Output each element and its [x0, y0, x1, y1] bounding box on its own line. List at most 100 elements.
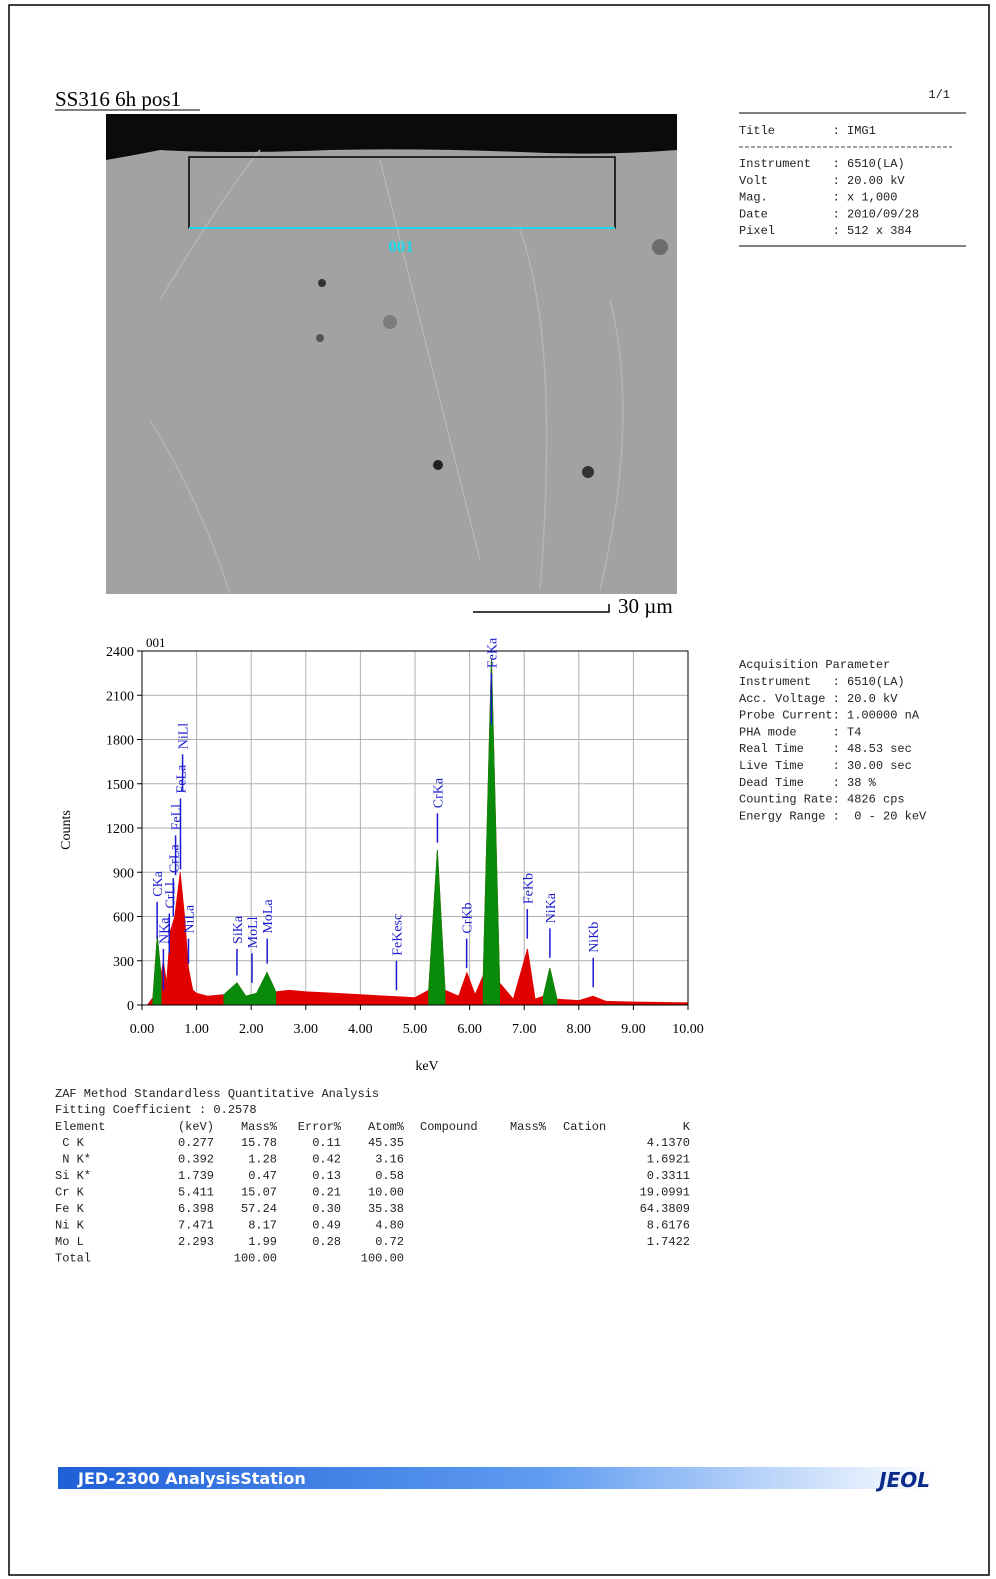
info-line: Mag. : x 1,000 [739, 191, 897, 205]
acquisition-line: Energy Range : 0 - 20 keV [739, 809, 927, 823]
plot-frame [141, 650, 689, 1006]
peak-label: FeKesc [390, 914, 405, 956]
peak-label: NiLl [177, 723, 192, 750]
peak-label: CrLl [163, 882, 178, 909]
column-header: Element [55, 1120, 105, 1134]
peak-label: CrKb [461, 903, 476, 934]
scale-bar-label: 30 µm [618, 594, 673, 618]
column-header: Compound [420, 1120, 478, 1134]
peak-label: CKa [151, 870, 166, 896]
table-cell: 1.739 [178, 1169, 214, 1183]
peak-label: NiKb [587, 922, 602, 953]
table-cell: Mo L [55, 1235, 84, 1249]
footer-bar [58, 1467, 938, 1489]
table-cell: 2.293 [178, 1235, 214, 1249]
table-cell: Ni K [55, 1219, 85, 1233]
table-cell: 0.58 [375, 1169, 404, 1183]
acquisition-line: Acc. Voltage : 20.0 kV [739, 692, 898, 706]
table-cell: 10.00 [368, 1186, 404, 1200]
y-axis-label: Counts [59, 810, 74, 850]
footer-product: JED-2300 AnalysisStation [77, 1469, 306, 1488]
x-axis-label: keV [415, 1059, 438, 1074]
acquisition-line: Probe Current: 1.00000 nA [739, 709, 920, 723]
acquisition-line: Real Time : 48.53 sec [739, 742, 912, 756]
spectrum-chart: 0 300 600 900 1200 1500 1800 2100 2400 0.00 1.00 2.… [106, 637, 704, 1037]
table-cell: Cr K [55, 1186, 85, 1200]
fitting-coefficient: Fitting Coefficient : 0.2578 [55, 1103, 257, 1117]
table-cell: 1.6921 [647, 1153, 690, 1167]
x-tick-label: 2.00 [239, 1022, 264, 1037]
table-cell: 6.398 [178, 1202, 214, 1216]
column-header: Cation [563, 1120, 606, 1134]
table-cell: 0.11 [312, 1136, 341, 1150]
x-tick-label: 1.00 [184, 1022, 209, 1037]
table-cell: 19.0991 [640, 1186, 690, 1200]
y-tick-label: 0 [127, 999, 134, 1014]
scale-bar [473, 604, 610, 613]
y-tick-label: 900 [113, 866, 134, 881]
quant-table: Element (keV) Mass% Error% Atom% Compound Mass… [55, 1120, 691, 1266]
table-cell: 0.42 [312, 1153, 341, 1167]
x-tick-label: 6.00 [457, 1022, 482, 1037]
y-tick-label: 1200 [106, 822, 134, 837]
table-cell: 4.1370 [647, 1136, 690, 1150]
table-cell: 1.99 [248, 1235, 277, 1249]
x-tick-label: 10.00 [672, 1022, 704, 1037]
x-tick-label: 5.00 [403, 1022, 428, 1037]
chart-annotation: 001 [146, 635, 166, 650]
table-cell: 0.277 [178, 1136, 214, 1150]
table-cell: 8.17 [248, 1219, 277, 1233]
table-cell: 15.78 [241, 1136, 277, 1150]
total-atom: 100.00 [361, 1252, 404, 1266]
x-tick-label: 0.00 [130, 1022, 155, 1037]
acquisition-line: Dead Time : 38 % [739, 776, 877, 790]
table-cell: 35.38 [368, 1202, 404, 1216]
column-header: Mass% [510, 1120, 547, 1134]
acquisition-line: PHA mode : T4 [739, 725, 861, 739]
table-cell: C K [55, 1136, 85, 1150]
peak-label: FeKa [485, 637, 500, 668]
column-header: Error% [298, 1120, 342, 1134]
page-border [8, 4, 990, 1576]
x-tick-label: 3.00 [294, 1022, 319, 1037]
peak-label: NiKa [544, 892, 559, 923]
column-header: Mass% [241, 1120, 278, 1134]
table-cell: 0.49 [312, 1219, 341, 1233]
acquisition-line: Live Time : 30.00 sec [739, 759, 912, 773]
table-cell: Si K* [55, 1169, 91, 1183]
peak-label: FeKb [521, 873, 536, 904]
total-label: Total [55, 1252, 91, 1266]
peak-label: NiLa [182, 904, 197, 934]
info-line: Instrument : 6510(LA) [739, 157, 905, 171]
table-cell: 0.72 [375, 1235, 404, 1249]
table-cell: 1.28 [248, 1153, 277, 1167]
table-cell: 5.411 [178, 1186, 214, 1200]
table-cell: 7.471 [178, 1219, 214, 1233]
y-tick-label: 300 [113, 955, 134, 970]
peak-label: NKa [157, 917, 172, 944]
table-cell: 4.80 [375, 1219, 404, 1233]
info-line: Pixel : 512 x 384 [739, 224, 912, 238]
x-tick-label: 8.00 [567, 1022, 592, 1037]
report-title: SS316 6h pos1 [55, 87, 181, 111]
y-tick-label: 600 [113, 911, 134, 926]
region-label: 001 [388, 237, 414, 256]
spectrum-area [152, 658, 558, 1006]
column-header: Atom% [368, 1120, 405, 1134]
table-cell: 0.3311 [647, 1169, 690, 1183]
peak-label: MoLl [246, 916, 261, 948]
table-cell: Fe K [55, 1202, 85, 1216]
acquisition-lines: Instrument : 6510(LA) Acc. Voltage : 20.0… [739, 675, 927, 823]
x-tick-label: 7.00 [512, 1022, 537, 1037]
table-cell: N K* [55, 1153, 91, 1167]
info-lines: Instrument : 6510(LA) Volt : 20.00 kV Mag.… [739, 157, 919, 238]
column-header: K [683, 1120, 691, 1134]
peak-label: MoLa [261, 899, 276, 934]
acquisition-line: Instrument : 6510(LA) [739, 675, 905, 689]
table-cell: 0.47 [248, 1169, 277, 1183]
column-header: (keV) [178, 1120, 214, 1134]
acquisition-title: Acquisition Parameter [739, 658, 890, 672]
table-cell: 64.3809 [640, 1202, 690, 1216]
